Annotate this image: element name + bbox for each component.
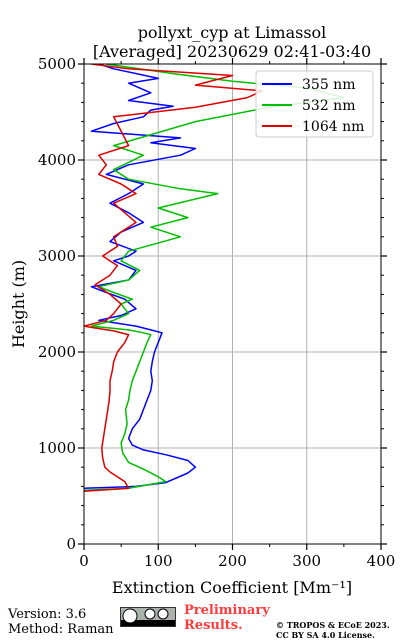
method-label: Method: Raman [8, 622, 114, 637]
y-axis-label: Height (m) [9, 260, 28, 348]
legend-label: 1064 nm [302, 119, 364, 135]
preliminary-line-2: Results. [184, 618, 243, 633]
y-tick-label: 3000 [38, 247, 76, 265]
y-tick-label: 2000 [38, 343, 76, 361]
copyright-notice: © TROPOS & ECoE 2023. CC BY SA 4.0 Licen… [276, 620, 390, 640]
series-line-355-nm [84, 64, 197, 490]
x-tick-label: 100 [144, 552, 173, 570]
x-axis-label: Extinction Coefficient [Mm⁻¹] [112, 578, 352, 597]
copyright-line-2: CC BY SA 4.0 License. [276, 630, 375, 640]
x-tick-label: 200 [218, 552, 247, 570]
series-line-532-nm [84, 64, 345, 491]
cc-license-badge [120, 607, 176, 627]
x-tick-label: 400 [367, 552, 396, 570]
copyright-line-1: © TROPOS & ECoE 2023. [276, 620, 390, 630]
series-line-1064-nm [84, 64, 263, 492]
version-label: Version: 3.6 [8, 607, 87, 622]
chart-subtitle: [Averaged] 20230629 02:41-03:40 [93, 42, 371, 61]
legend: 355 nm 532 nm 1064 nm [255, 70, 374, 138]
legend-label: 355 nm [302, 77, 355, 93]
legend-box [255, 70, 374, 138]
series-layer [84, 64, 345, 492]
legend-label: 532 nm [302, 98, 355, 114]
y-tick-label: 4000 [38, 151, 76, 169]
x-tick-label: 0 [79, 552, 89, 570]
preliminary-line-1: Preliminary [184, 603, 270, 618]
y-tick-label: 5000 [38, 55, 76, 73]
chart-title: pollyxt_cyp at Limassol [138, 23, 327, 42]
y-tick-label: 1000 [38, 439, 76, 457]
preliminary-notice: Preliminary Results. [184, 603, 270, 633]
x-tick-label: 300 [292, 552, 321, 570]
y-tick-label: 0 [66, 535, 76, 553]
